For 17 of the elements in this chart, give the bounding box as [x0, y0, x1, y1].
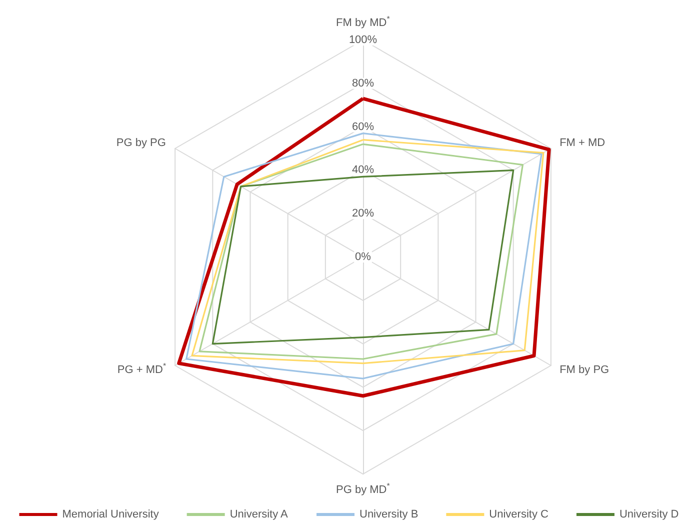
legend-label: University B [360, 508, 418, 520]
y-tick-label: 40% [352, 164, 374, 176]
y-tick-label: 80% [352, 77, 374, 90]
y-tick-label: 100% [348, 34, 378, 46]
spoke-label: FM by PG [560, 364, 610, 377]
legend-label: University C [489, 508, 549, 520]
legend-label: Memorial University [62, 508, 160, 520]
y-tick-label: 20% [352, 208, 374, 220]
spoke-label: FM by MD$^{*}$ [336, 14, 390, 30]
legend-label: University A [230, 508, 289, 520]
y-tick-label: 60% [352, 120, 374, 133]
spoke-label: PG + MD$^{*}$ [117, 361, 166, 377]
legend-label: University D [619, 508, 679, 520]
spoke-label: PG by PG [116, 137, 166, 150]
y-tick-label: 0% [355, 251, 372, 263]
spoke-label: PG by MD$^{*}$ [336, 481, 390, 497]
spoke-label: FM + MD [560, 137, 606, 150]
